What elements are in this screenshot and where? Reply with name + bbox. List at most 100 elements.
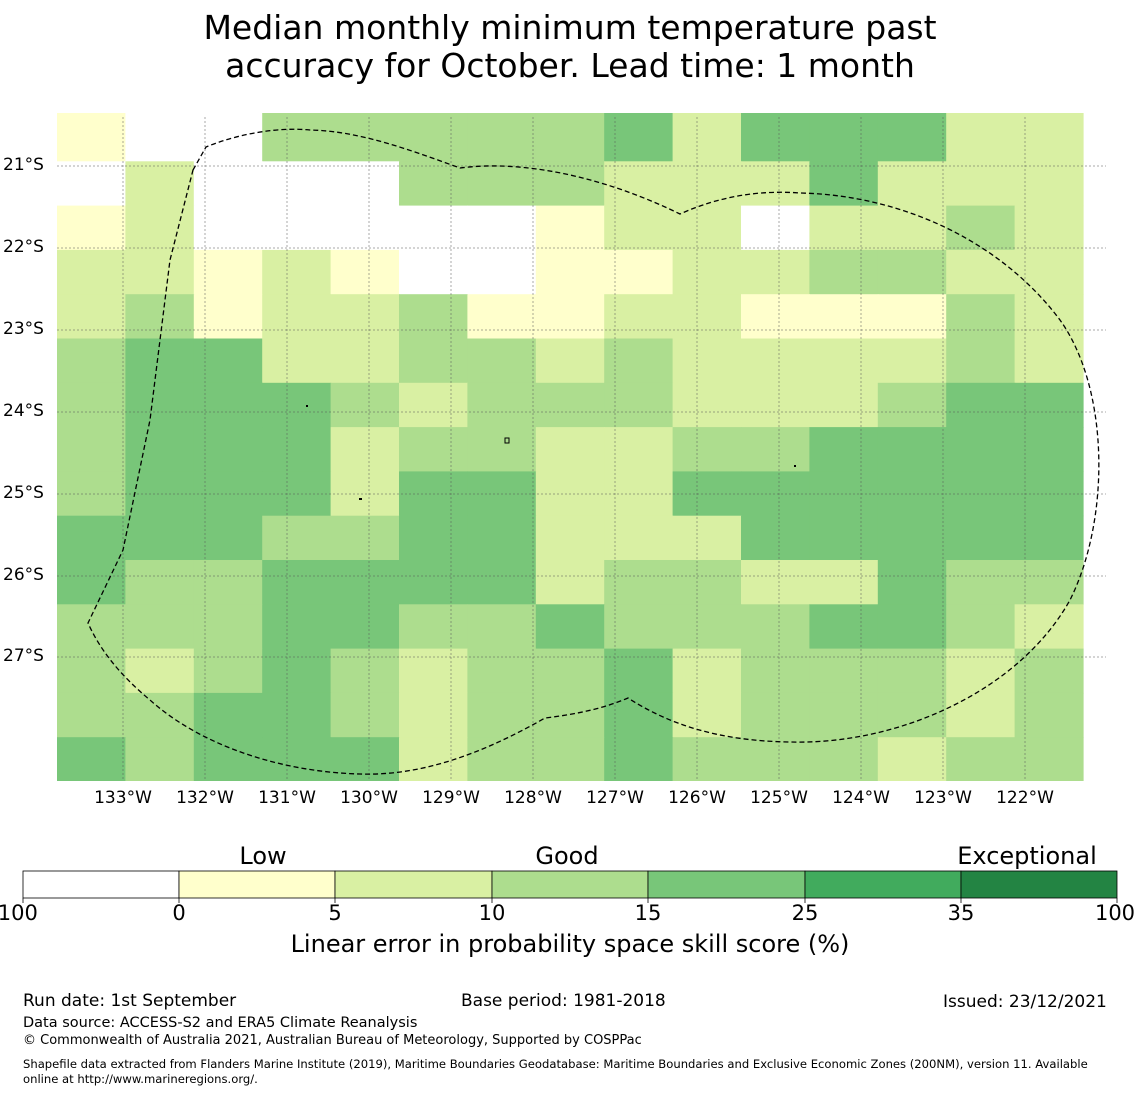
skill-cell xyxy=(57,737,126,783)
skill-cell xyxy=(1014,427,1084,472)
island xyxy=(504,437,510,444)
shapefile-credit-line-1: Shapefile data extracted from Flanders M… xyxy=(23,1057,1088,1071)
colorbar-tick: 25 xyxy=(791,901,819,925)
lat-label: 25°S xyxy=(3,483,44,503)
issued-date: Issued: 23/12/2021 xyxy=(943,992,1107,1012)
map-frame-mask xyxy=(0,781,1140,821)
skill-cell xyxy=(809,205,879,251)
lon-label: 133°W xyxy=(94,788,152,808)
skill-cell xyxy=(467,249,537,295)
colorbar-tick: 10 xyxy=(478,901,506,925)
run-date: Run date: 1st September xyxy=(23,991,237,1011)
lon-label: 127°W xyxy=(586,788,644,808)
skill-cell xyxy=(193,427,263,472)
skill-cell xyxy=(877,382,947,428)
graticule xyxy=(57,117,1106,781)
skill-cell xyxy=(57,515,126,561)
data-source: Data source: ACCESS-S2 and ERA5 Climate … xyxy=(23,1015,418,1031)
lon-label: 125°W xyxy=(750,788,808,808)
lon-label: 130°W xyxy=(340,788,398,808)
colorbar-swatch xyxy=(491,870,649,899)
skill-cell xyxy=(877,737,947,783)
skill-cell xyxy=(535,113,605,162)
skill-cell xyxy=(125,113,195,162)
skill-cell xyxy=(262,515,332,561)
skill-cell xyxy=(535,427,605,472)
skill-cell xyxy=(330,560,400,605)
skill-cell xyxy=(672,113,742,162)
skill-cell xyxy=(125,692,195,738)
colorbar-title: Linear error in probability space skill … xyxy=(290,930,850,958)
skill-cell xyxy=(741,249,810,295)
skill-cell xyxy=(193,205,263,251)
skill-cell xyxy=(193,382,263,428)
colorbar xyxy=(22,870,1118,903)
skill-cell xyxy=(1014,382,1084,428)
skill-cell xyxy=(330,205,400,251)
skill-cell xyxy=(330,382,400,428)
skill-cell xyxy=(125,648,195,694)
skill-cell xyxy=(741,338,810,384)
skill-cell xyxy=(330,648,400,694)
skill-cell xyxy=(535,161,605,207)
eez-boundary xyxy=(87,128,1100,775)
skill-cell xyxy=(535,737,605,783)
skill-cell xyxy=(125,427,195,472)
colorbar-tick: 35 xyxy=(947,901,975,925)
skill-cell xyxy=(262,604,332,650)
island xyxy=(359,498,362,500)
skill-cell xyxy=(193,737,263,783)
skill-cell xyxy=(946,471,1016,517)
skill-cell xyxy=(946,161,1016,207)
skill-cell xyxy=(809,249,879,295)
skill-cell xyxy=(1014,560,1084,605)
skill-cell xyxy=(262,471,332,517)
skill-cell xyxy=(399,205,468,251)
skill-cell xyxy=(467,648,537,694)
skill-cell xyxy=(399,692,468,738)
skill-cell xyxy=(877,560,947,605)
lat-label: 27°S xyxy=(3,646,44,666)
skill-cell xyxy=(467,515,537,561)
lon-label: 128°W xyxy=(504,788,562,808)
skill-cell xyxy=(399,604,468,650)
island xyxy=(306,405,308,407)
skill-cell xyxy=(1014,161,1084,207)
skill-cell xyxy=(946,294,1016,340)
skill-cell xyxy=(809,294,879,340)
skill-cell xyxy=(125,604,195,650)
copyright: © Commonwealth of Australia 2021, Austra… xyxy=(23,1033,642,1048)
skill-cell xyxy=(330,338,400,384)
skill-cell xyxy=(946,382,1016,428)
skill-cell xyxy=(741,737,810,783)
skill-cell xyxy=(193,692,263,738)
skill-cell xyxy=(809,113,879,162)
skill-cell xyxy=(399,737,468,783)
skill-cell xyxy=(399,113,468,162)
skill-cell xyxy=(262,648,332,694)
skill-cell xyxy=(262,560,332,605)
colorbar-swatch xyxy=(178,870,336,899)
skill-cell xyxy=(399,294,468,340)
skill-cell xyxy=(262,161,332,207)
skill-cell xyxy=(57,560,126,605)
skill-cell xyxy=(262,294,332,340)
skill-grid xyxy=(0,113,1140,821)
skill-cell xyxy=(399,382,468,428)
skill-cell xyxy=(467,737,537,783)
skill-cell xyxy=(57,692,126,738)
skill-cell xyxy=(125,560,195,605)
skill-cell xyxy=(1014,604,1084,650)
skill-cell xyxy=(399,648,468,694)
colorbar-tick: -100 xyxy=(0,901,38,925)
skill-cell xyxy=(535,205,605,251)
skill-cell xyxy=(946,113,1016,162)
skill-cell xyxy=(604,161,674,207)
skill-cell xyxy=(877,113,947,162)
skill-cell xyxy=(330,427,400,472)
colorbar-swatch xyxy=(334,870,493,899)
skill-cell xyxy=(193,648,263,694)
skill-cell xyxy=(262,249,332,295)
skill-cell xyxy=(604,648,674,694)
lon-label: 129°W xyxy=(422,788,480,808)
